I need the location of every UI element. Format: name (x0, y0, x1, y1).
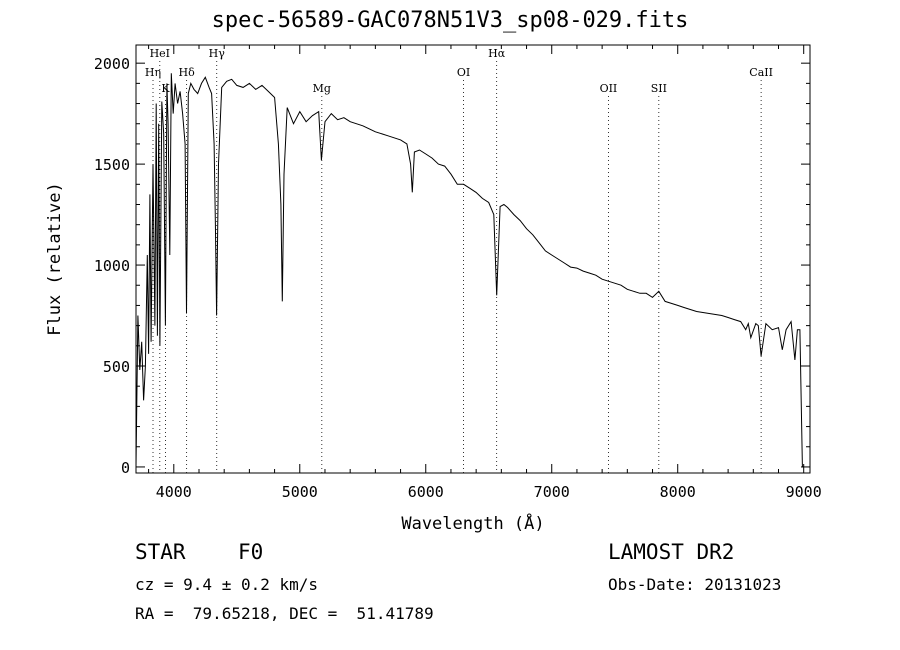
line-id-label: Hγ (209, 47, 226, 60)
line-id-label: Hα (488, 47, 506, 60)
x-tick-label: 4000 (156, 483, 192, 501)
y-axis-label: Flux (relative) (45, 182, 65, 336)
x-tick-label: 7000 (534, 483, 570, 501)
line-id-label: HeI (150, 47, 170, 60)
line-id-label: OI (457, 66, 470, 79)
redshift-velocity: cz = 9.4 ± 0.2 km/s (135, 575, 319, 594)
line-id-label: Hη (145, 66, 161, 79)
y-tick-label: 1500 (94, 156, 130, 174)
plot-frame (135, 44, 811, 474)
y-tick-label: 1000 (94, 257, 130, 275)
line-id-label: Mg (313, 82, 331, 95)
survey-name: LAMOST DR2 (608, 540, 735, 564)
x-tick-label: 8000 (660, 483, 696, 501)
line-id-layer: HeI HηK Hδ Hγ Mg OI Hα OII SII CaII (145, 47, 773, 473)
object-class: STAR (135, 540, 186, 564)
line-id-label: Hδ (179, 66, 196, 79)
line-id-label: OII (600, 82, 618, 95)
x-tick-label: 9000 (786, 483, 822, 501)
chart-title: spec-56589-GAC078N51V3_sp08-029.fits (211, 8, 689, 33)
y-tick-label: 2000 (94, 55, 130, 73)
x-tick-label: 5000 (282, 483, 318, 501)
axis-ticks: 4000 5000 6000 7000 8000 9000 0 500 1000 1500 2000 (94, 45, 822, 501)
ra-dec-coordinates: RA = 79.65218, DEC = 51.41789 (135, 604, 434, 623)
line-id-label: CaII (749, 66, 773, 79)
x-tick-label: 6000 (408, 483, 444, 501)
object-subclass: F0 (238, 540, 264, 564)
line-id-label: K (161, 82, 170, 95)
observation-date: Obs-Date: 20131023 (608, 575, 782, 594)
spectrum-line (135, 73, 804, 468)
y-tick-label: 500 (103, 358, 130, 376)
y-tick-label: 0 (121, 459, 130, 477)
x-axis-label: Wavelength (Å) (401, 512, 544, 534)
line-id-label: SII (651, 82, 667, 95)
